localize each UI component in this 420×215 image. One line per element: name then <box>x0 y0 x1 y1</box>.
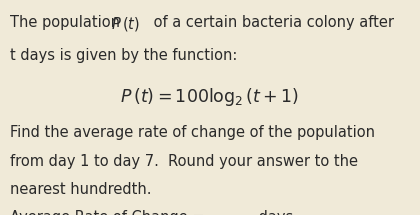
Text: The population: The population <box>10 15 125 30</box>
Text: nearest hundredth.: nearest hundredth. <box>10 182 152 197</box>
Text: Find the average rate of change of the population: Find the average rate of change of the p… <box>10 125 375 140</box>
Text: ______: ______ <box>194 210 239 215</box>
Text: $P\,(t) = 100\log_2(t+1)$: $P\,(t) = 100\log_2(t+1)$ <box>121 86 299 108</box>
Text: t days is given by the function:: t days is given by the function: <box>10 48 238 63</box>
Text: from day 1 to day 7.  Round your answer to the: from day 1 to day 7. Round your answer t… <box>10 154 359 169</box>
Text: days.: days. <box>254 210 298 215</box>
Text: of a certain bacteria colony after: of a certain bacteria colony after <box>149 15 394 30</box>
Text: Average Rate of Change =: Average Rate of Change = <box>10 210 210 215</box>
Text: $P\,(t)$: $P\,(t)$ <box>111 15 140 33</box>
